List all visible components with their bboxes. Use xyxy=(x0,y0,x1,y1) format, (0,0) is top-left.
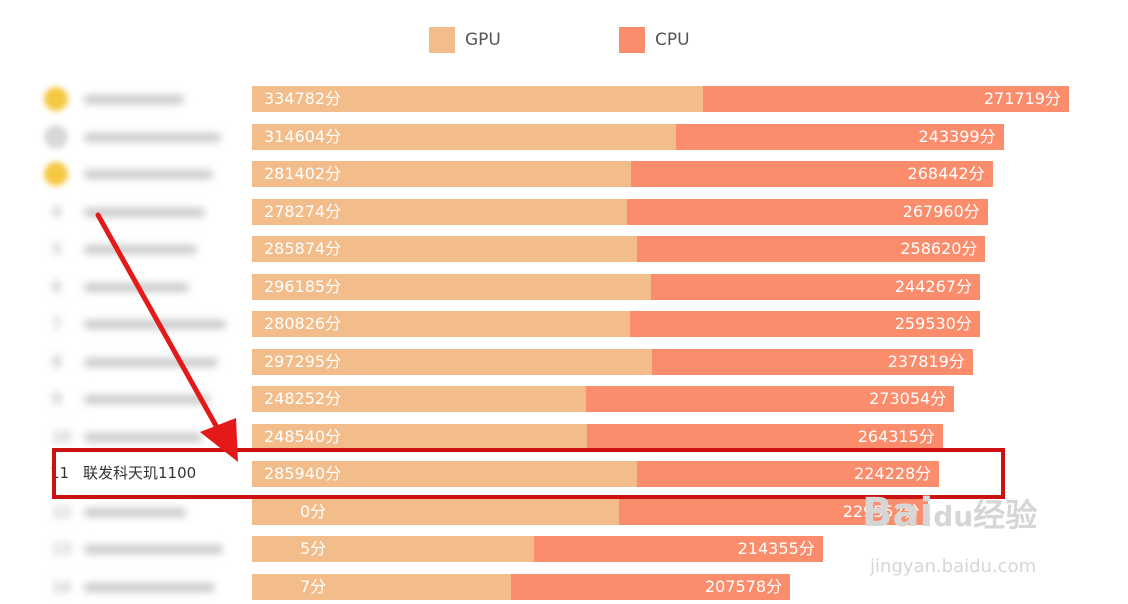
bar-cpu-label: 268442分 xyxy=(907,164,985,183)
bar-cpu xyxy=(586,424,943,450)
bar-cpu-label: 207578分 xyxy=(705,577,783,596)
row-label-blurred xyxy=(84,358,218,367)
highlighted-device-label: 联发科天玑1100 xyxy=(83,464,197,482)
rank-badge-blurred xyxy=(44,87,68,111)
bar-gpu-label: 314604分 xyxy=(264,127,342,146)
bar-gpu xyxy=(252,161,632,187)
row-rank-blurred: 5 xyxy=(52,240,62,258)
bar-gpu xyxy=(252,311,631,337)
row-label-blurred xyxy=(84,170,213,179)
row-label-blurred xyxy=(84,545,223,554)
row-label-blurred xyxy=(84,395,210,404)
row-rank-blurred: 6 xyxy=(52,278,62,296)
bar-gpu-label: 7分 xyxy=(300,577,327,596)
legend-cpu-label: CPU xyxy=(655,30,690,50)
bar-gpu-label: 285874分 xyxy=(264,239,342,258)
bar-cpu xyxy=(630,311,980,337)
rank-badge-blurred xyxy=(44,162,68,186)
bar-cpu-label: 229552分 xyxy=(842,502,920,521)
bar-cpu-label: 267960分 xyxy=(902,202,980,221)
bar-gpu xyxy=(252,274,651,300)
bar-cpu xyxy=(534,536,823,562)
bar-gpu xyxy=(252,461,638,487)
legend-gpu-label: GPU xyxy=(465,30,501,50)
bar-gpu xyxy=(252,236,638,262)
bar-cpu xyxy=(510,574,791,600)
arrow-head xyxy=(200,418,238,462)
bar-gpu xyxy=(252,349,653,375)
row-rank-blurred: 14 xyxy=(52,578,72,596)
bar-gpu-label: 248540分 xyxy=(264,427,342,446)
bar-cpu-label: 243399分 xyxy=(918,127,996,146)
bar-gpu-label: 285940分 xyxy=(264,464,342,483)
bar-gpu-label: 280826分 xyxy=(264,314,342,333)
bar-gpu-label: 0分 xyxy=(300,502,327,521)
bar-gpu xyxy=(252,536,534,562)
bar-gpu-label: 5分 xyxy=(300,539,327,558)
watermark-paw: du xyxy=(933,500,974,533)
bar-cpu xyxy=(675,124,1004,150)
bar-gpu xyxy=(252,574,511,600)
row-rank-blurred: 7 xyxy=(52,315,62,333)
bar-gpu-label: 296185分 xyxy=(264,277,342,296)
bar-cpu-label: 244267分 xyxy=(894,277,972,296)
bar-cpu-label: 273054分 xyxy=(869,389,947,408)
bar-gpu xyxy=(252,386,587,412)
bar-cpu xyxy=(650,274,980,300)
row-label-blurred xyxy=(84,320,226,329)
legend-gpu-swatch xyxy=(429,27,455,53)
bar-gpu-label: 248252分 xyxy=(264,389,342,408)
bar-cpu-label: 258620分 xyxy=(900,239,978,258)
watermark-url: jingyan.baidu.com xyxy=(870,556,1037,577)
bar-cpu xyxy=(618,499,928,525)
watermark: Baidu经验 xyxy=(862,490,1037,536)
row-label-blurred xyxy=(84,208,205,217)
bar-gpu-label: 278274分 xyxy=(264,202,342,221)
bar-gpu-label: 334782分 xyxy=(264,89,342,108)
row-rank-blurred: 12 xyxy=(52,503,72,521)
bar-gpu-label: 281402分 xyxy=(264,164,342,183)
bar-gpu xyxy=(252,499,619,525)
row-label-blurred xyxy=(84,508,186,517)
bar-cpu-label: 271719分 xyxy=(983,89,1061,108)
bar-gpu xyxy=(252,424,587,450)
row-label-blurred xyxy=(84,433,202,442)
watermark-brand: Bai xyxy=(862,490,934,536)
bar-gpu-label: 297295分 xyxy=(264,352,342,371)
bar-gpu xyxy=(252,86,703,112)
row-label-blurred xyxy=(84,95,184,104)
row-rank-blurred: 10 xyxy=(52,428,72,446)
row-label-blurred xyxy=(84,583,215,592)
bar-gpu xyxy=(252,199,627,225)
bar-cpu xyxy=(702,86,1069,112)
bar-cpu-label: 259530分 xyxy=(894,314,972,333)
row-label-blurred xyxy=(84,245,197,254)
bar-cpu xyxy=(637,461,940,487)
watermark-suffix: 经验 xyxy=(973,496,1038,534)
bar-cpu xyxy=(652,349,973,375)
rank-badge-blurred xyxy=(44,125,68,149)
row-rank-blurred: 8 xyxy=(52,353,62,371)
bar-cpu xyxy=(626,199,988,225)
row-label-blurred xyxy=(84,133,221,142)
bar-cpu-label: 264315分 xyxy=(857,427,935,446)
bar-cpu xyxy=(637,236,986,262)
row-rank-blurred: 9 xyxy=(52,390,62,408)
bar-cpu-label: 237819分 xyxy=(887,352,965,371)
bar-cpu-label: 224228分 xyxy=(854,464,932,483)
bar-cpu xyxy=(586,386,955,412)
legend-cpu-swatch xyxy=(619,27,645,53)
bar-cpu xyxy=(631,161,993,187)
row-rank-blurred: 4 xyxy=(52,203,62,221)
highlight-box xyxy=(52,448,1005,499)
arrow-shaft xyxy=(95,212,227,443)
bar-cpu-label: 214355分 xyxy=(737,539,815,558)
row-rank-blurred: 13 xyxy=(52,540,72,558)
bar-gpu xyxy=(252,124,676,150)
